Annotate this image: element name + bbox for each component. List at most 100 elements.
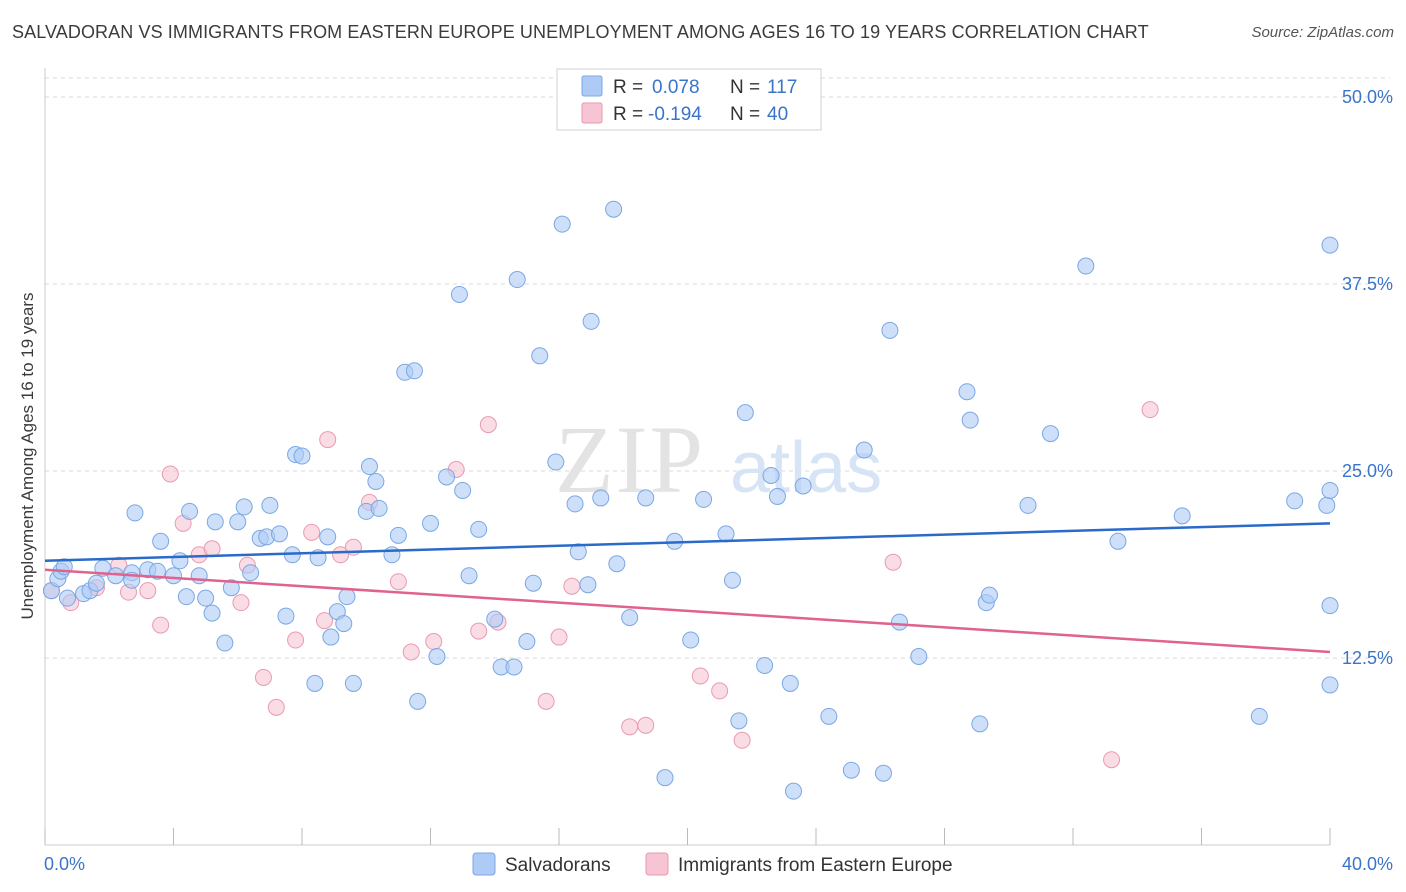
salvadorans-point-99 bbox=[910, 648, 928, 666]
salvadorans-point-113 bbox=[1318, 496, 1336, 514]
immigrants-point-35 bbox=[711, 682, 729, 700]
legend-immigrants-swatch bbox=[581, 102, 603, 124]
salvadorans-point-61 bbox=[486, 610, 504, 628]
salvadorans-point-98 bbox=[891, 613, 909, 631]
legend-bottom-immigrants-swatch bbox=[645, 852, 669, 876]
legend-bottom-salvadorans-label: Salvadorans bbox=[505, 855, 611, 876]
salvadorans-point-88 bbox=[762, 466, 780, 484]
salvadorans-point-108 bbox=[1109, 532, 1127, 550]
legend-immigrants-r-value: -0.194 bbox=[648, 104, 702, 125]
salvadorans-point-110 bbox=[1250, 707, 1268, 725]
salvadorans-point-97 bbox=[881, 321, 899, 339]
salvadorans-point-69 bbox=[553, 215, 571, 233]
salvadorans-point-93 bbox=[820, 707, 838, 725]
salvadorans-point-77 bbox=[621, 609, 639, 627]
salvadorans-point-42 bbox=[335, 615, 353, 633]
salvadorans-point-33 bbox=[277, 607, 295, 625]
salvadorans-point-39 bbox=[319, 528, 337, 546]
x-tick-label-0: 0.0% bbox=[44, 854, 85, 874]
trend-lines bbox=[44, 522, 1331, 654]
salvadorans-point-64 bbox=[508, 271, 526, 289]
salvadorans-point-53 bbox=[409, 692, 427, 710]
salvadorans-point-20 bbox=[190, 567, 208, 585]
x-tick-labels: 0.0% 40.0% bbox=[44, 854, 1393, 874]
immigrants-point-33 bbox=[637, 716, 655, 734]
salvadorans-point-16 bbox=[165, 567, 182, 585]
immigrants-point-26 bbox=[470, 622, 488, 640]
legend-stats: R = 0.078 N = 117 R = -0.194 N = 40 bbox=[556, 68, 822, 131]
salvadorans-point-44 bbox=[344, 674, 362, 692]
salvadorans-point-67 bbox=[531, 347, 549, 365]
legend-salvadorans-n-label: N = bbox=[730, 77, 760, 98]
immigrants-point-13 bbox=[254, 668, 272, 686]
legend-bottom-immigrants-label: Immigrants from Eastern Europe bbox=[678, 855, 953, 876]
salvadorans-point-87 bbox=[756, 656, 774, 674]
y-axis-label: Unemployment Among Ages 16 to 19 years bbox=[18, 292, 37, 620]
salvadorans-point-4 bbox=[58, 589, 76, 607]
legend-immigrants-n-value: 40 bbox=[767, 104, 788, 125]
series-salvadorans-points bbox=[42, 200, 1339, 800]
salvadorans-point-28 bbox=[242, 564, 260, 582]
immigrants-point-18 bbox=[319, 431, 337, 449]
immigrants-point-27 bbox=[479, 416, 497, 434]
series-immigrants-points bbox=[42, 401, 1159, 769]
salvadorans-point-65 bbox=[518, 633, 536, 651]
legend-salvadorans-r-label: R = bbox=[613, 77, 643, 98]
salvadorans-point-55 bbox=[428, 648, 446, 666]
salvadorans-point-15 bbox=[152, 532, 170, 550]
salvadorans-point-60 bbox=[470, 520, 488, 538]
salvadorans-point-48 bbox=[370, 499, 388, 517]
immigrants-point-32 bbox=[621, 718, 639, 736]
salvadorans-point-66 bbox=[524, 574, 542, 592]
legend-series: Salvadorans Immigrants from Eastern Euro… bbox=[472, 852, 953, 876]
immigrants-point-24 bbox=[425, 633, 443, 651]
salvadorans-point-112 bbox=[1321, 236, 1339, 254]
salvadorans-point-89 bbox=[768, 487, 786, 505]
immigrants-trend-line bbox=[44, 568, 1331, 654]
salvadorans-point-14 bbox=[148, 562, 166, 580]
salvadorans-point-19 bbox=[181, 502, 199, 520]
salvadorans-point-116 bbox=[1321, 597, 1339, 615]
salvadorans-point-40 bbox=[322, 628, 340, 646]
salvadorans-point-109 bbox=[1173, 507, 1191, 525]
y-tick-label-1: 25.0% bbox=[1342, 461, 1393, 481]
salvadorans-point-25 bbox=[222, 579, 240, 597]
salvadorans-point-23 bbox=[206, 513, 224, 531]
immigrants-point-14 bbox=[267, 698, 285, 716]
salvadorans-point-36 bbox=[293, 447, 311, 465]
salvadorans-point-37 bbox=[306, 674, 324, 692]
legend-salvadorans-n-value: 117 bbox=[767, 77, 797, 98]
source-credit: Source: ZipAtlas.com bbox=[1251, 24, 1394, 41]
salvadorans-point-106 bbox=[1042, 425, 1060, 443]
salvadorans-point-26 bbox=[229, 513, 247, 531]
immigrants-point-11 bbox=[232, 594, 250, 612]
immigrants-point-36 bbox=[733, 731, 751, 749]
y-tick-label-0: 12.5% bbox=[1342, 648, 1393, 668]
salvadorans-point-104 bbox=[980, 586, 998, 604]
salvadorans-point-107 bbox=[1077, 257, 1095, 275]
salvadorans-point-54 bbox=[422, 514, 439, 532]
legend-salvadorans-r-value: 0.078 bbox=[652, 77, 700, 98]
immigrants-point-37 bbox=[884, 553, 902, 571]
immigrants-point-38 bbox=[1103, 751, 1121, 769]
salvadorans-point-74 bbox=[592, 489, 610, 507]
chart-title: SALVADORAN VS IMMIGRANTS FROM EASTERN EU… bbox=[12, 22, 1149, 42]
salvadorans-point-24 bbox=[216, 634, 234, 652]
salvadorans-point-102 bbox=[971, 715, 989, 733]
immigrants-point-10 bbox=[203, 540, 221, 558]
salvadorans-point-76 bbox=[608, 555, 626, 573]
salvadorans-point-92 bbox=[794, 477, 812, 495]
legend-bottom-salvadorans-swatch bbox=[472, 852, 496, 876]
x-tick-label-1: 40.0% bbox=[1342, 854, 1393, 874]
salvadorans-point-70 bbox=[566, 495, 584, 513]
salvadorans-point-115 bbox=[1321, 676, 1339, 694]
salvadorans-point-47 bbox=[367, 472, 385, 490]
salvadorans-point-43 bbox=[338, 588, 356, 606]
salvadorans-point-18 bbox=[177, 588, 195, 606]
salvadorans-point-63 bbox=[505, 658, 523, 676]
immigrants-point-34 bbox=[691, 667, 709, 685]
salvadorans-point-105 bbox=[1019, 496, 1037, 514]
immigrants-point-19 bbox=[332, 546, 350, 564]
salvadorans-point-84 bbox=[723, 571, 741, 589]
salvadorans-point-68 bbox=[547, 453, 565, 471]
